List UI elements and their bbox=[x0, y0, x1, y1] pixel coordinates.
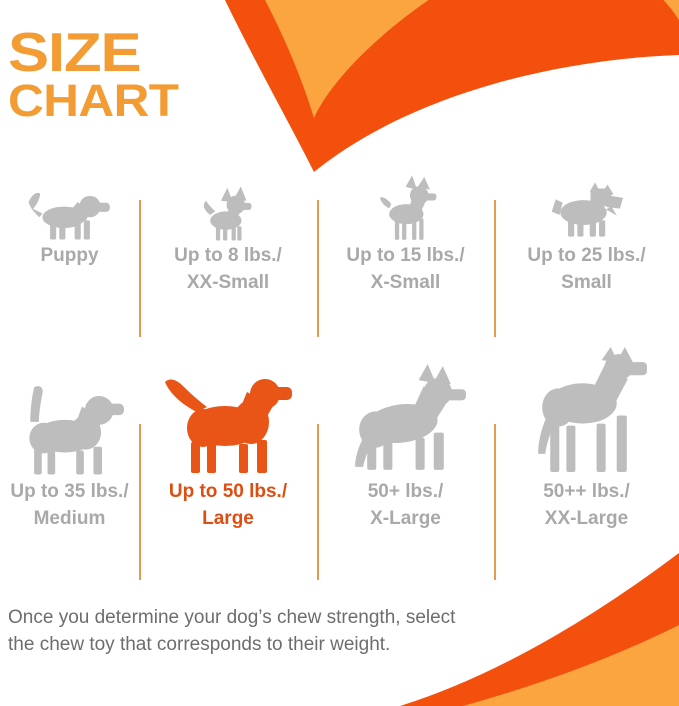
puppy-dog-icon bbox=[28, 192, 110, 240]
size-label-line2: XX-Small bbox=[186, 272, 270, 293]
great-dane-dog-icon bbox=[537, 347, 647, 472]
column-divider bbox=[139, 424, 141, 580]
column-divider bbox=[139, 200, 141, 337]
size-label-line1: Up to 50 lbs./ bbox=[168, 481, 288, 502]
chihuahua-dog-icon bbox=[203, 186, 252, 241]
page-title: SIZE CHART bbox=[8, 21, 179, 124]
size-cell-puppy: Puppy bbox=[0, 170, 139, 269]
size-label-line1: Up to 35 lbs./ bbox=[10, 481, 129, 502]
size-label-line2: X-Large bbox=[370, 508, 441, 529]
size-label-line1: Puppy bbox=[40, 245, 99, 266]
size-label-line1: 50+ lbs./ bbox=[367, 481, 444, 502]
size-cell-x-large: 50+ lbs./ X-Large bbox=[317, 340, 494, 532]
size-label: Up to 25 lbs./ Small bbox=[494, 242, 679, 296]
size-label: Up to 8 lbs./ XX-Small bbox=[139, 242, 317, 296]
footer-line1: Once you determine your dog’s chew stren… bbox=[8, 607, 456, 628]
column-divider bbox=[317, 200, 319, 337]
column-divider bbox=[494, 424, 496, 580]
title-line-2: CHART bbox=[8, 75, 179, 126]
size-label-line1: 50++ lbs./ bbox=[543, 481, 630, 502]
size-cell-xx-large: 50++ lbs./ XX-Large bbox=[494, 340, 679, 532]
size-cell-x-small: Up to 15 lbs./ X-Small bbox=[317, 170, 494, 296]
size-label: Up to 15 lbs./ X-Small bbox=[317, 242, 494, 296]
column-divider bbox=[317, 424, 319, 580]
toy-terrier-dog-icon bbox=[379, 175, 436, 240]
size-label: 50+ lbs./ X-Large bbox=[317, 478, 494, 532]
size-label: Puppy bbox=[0, 242, 139, 269]
size-label-line2: Medium bbox=[33, 508, 106, 529]
size-cell-xx-small: Up to 8 lbs./ XX-Small bbox=[139, 170, 317, 296]
size-label-line2: X-Small bbox=[370, 272, 441, 293]
labrador-dog-icon bbox=[165, 379, 292, 473]
size-cell-medium: Up to 35 lbs./ Medium bbox=[0, 340, 139, 532]
footer-instructions: Once you determine your dog’s chew stren… bbox=[8, 604, 455, 658]
size-label: 50++ lbs./ XX-Large bbox=[494, 478, 679, 532]
shepherd-dog-icon bbox=[354, 364, 466, 470]
footer-line2: the chew toy that corresponds to their w… bbox=[8, 634, 391, 655]
size-label-line1: Up to 8 lbs./ bbox=[174, 245, 282, 266]
column-divider bbox=[494, 200, 496, 337]
size-cell-large: Up to 50 lbs./ Large bbox=[139, 340, 317, 532]
size-label-line1: Up to 15 lbs./ bbox=[346, 245, 465, 266]
beagle-dog-icon bbox=[28, 386, 124, 475]
terrier-dog-icon bbox=[551, 182, 623, 237]
size-label-line2: Small bbox=[561, 272, 612, 293]
title-line-1: SIZE bbox=[8, 21, 142, 83]
size-cell-small: Up to 25 lbs./ Small bbox=[494, 170, 679, 296]
size-label: Up to 35 lbs./ Medium bbox=[0, 478, 139, 532]
size-label-highlighted: Up to 50 lbs./ Large bbox=[139, 478, 317, 532]
size-label-line2: Large bbox=[202, 508, 254, 529]
size-label-line1: Up to 25 lbs./ bbox=[527, 245, 646, 266]
size-label-line2: XX-Large bbox=[544, 508, 629, 529]
